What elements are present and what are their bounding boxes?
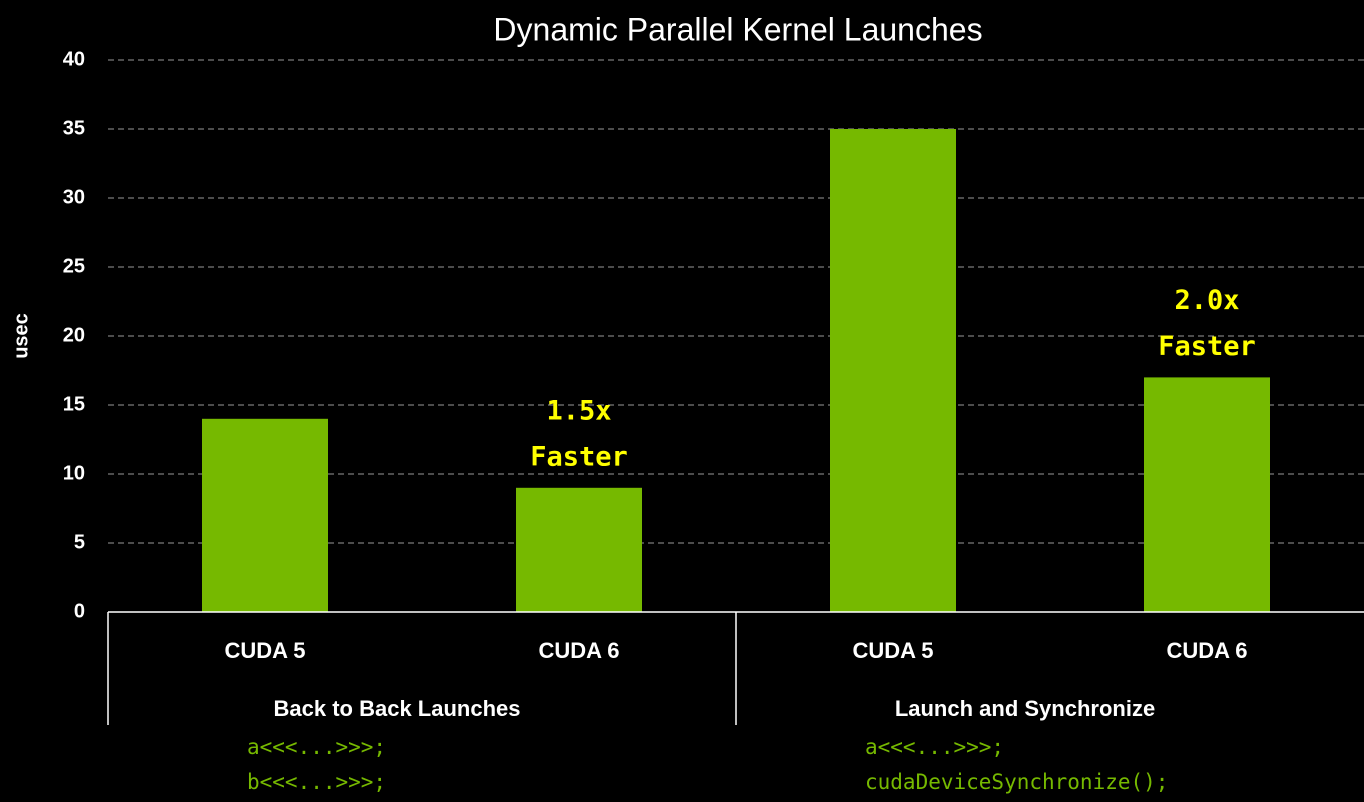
x-tick-label: CUDA 5 bbox=[224, 638, 305, 663]
code-line: a<<<...>>>; bbox=[247, 735, 386, 759]
annotation: 1.5x bbox=[546, 395, 611, 426]
code-line: a<<<...>>>; bbox=[865, 735, 1004, 759]
bar bbox=[830, 129, 956, 612]
bar bbox=[202, 418, 328, 612]
x-tick-label: CUDA 6 bbox=[1166, 638, 1247, 663]
annotation: 2.0x bbox=[1174, 285, 1239, 316]
group-label: Launch and Synchronize bbox=[895, 696, 1155, 721]
x-tick-label: CUDA 6 bbox=[538, 638, 619, 663]
x-tick-label: CUDA 5 bbox=[852, 638, 933, 663]
bar bbox=[516, 487, 642, 612]
group-label: Back to Back Launches bbox=[274, 696, 521, 721]
y-tick-label: 30 bbox=[63, 186, 85, 208]
y-tick-label: 15 bbox=[63, 393, 85, 415]
y-tick-label: 5 bbox=[74, 531, 85, 553]
y-tick-label: 10 bbox=[63, 462, 85, 484]
annotation: Faster bbox=[530, 441, 628, 472]
bar bbox=[1144, 377, 1270, 612]
y-tick-label: 20 bbox=[63, 324, 85, 346]
y-tick-label: 35 bbox=[63, 117, 85, 139]
code-line: cudaDeviceSynchronize(); bbox=[865, 770, 1168, 794]
code-line: b<<<...>>>; bbox=[247, 770, 386, 794]
y-tick-label: 25 bbox=[63, 255, 85, 277]
y-axis-label: usec bbox=[10, 313, 32, 359]
chart-title: Dynamic Parallel Kernel Launches bbox=[493, 11, 982, 47]
annotation: Faster bbox=[1158, 331, 1256, 362]
y-tick-label: 0 bbox=[74, 600, 85, 622]
y-tick-label: 40 bbox=[63, 48, 85, 70]
